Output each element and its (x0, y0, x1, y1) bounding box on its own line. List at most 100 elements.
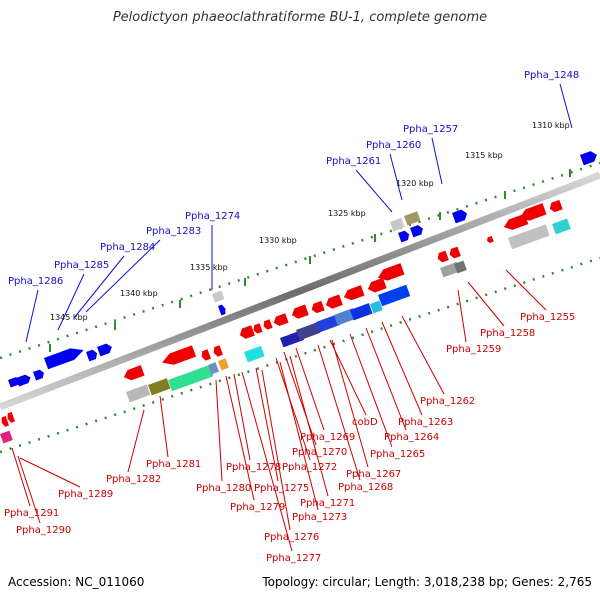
gene-features (0, 151, 597, 444)
gene-label-ppha-1255[interactable]: Ppha_1255 (520, 312, 575, 323)
leader-line-ppha-1280 (215, 379, 223, 482)
gene-label-ppha-1248[interactable]: Ppha_1248 (524, 70, 579, 81)
gene-label-ppha-1289[interactable]: Ppha_1289 (58, 489, 113, 500)
gene-label-ppha-1268[interactable]: Ppha_1268 (338, 482, 393, 493)
reverse-gene-arrow (123, 365, 145, 381)
gene-label-ppha-1270[interactable]: Ppha_1270 (292, 447, 347, 458)
label-leader-lines (11, 83, 573, 552)
gene-label-ppha-1272[interactable]: Ppha_1272 (282, 462, 337, 473)
gene-label-ppha-1280[interactable]: Ppha_1280 (196, 483, 251, 494)
gene-label-ppha-1260[interactable]: Ppha_1260 (366, 140, 421, 151)
feature-block (0, 430, 13, 444)
leader-line-ppha-1286 (25, 289, 39, 343)
reverse-gene-arrow (1, 415, 10, 427)
reverse-gene-arrow (162, 345, 197, 365)
gene-label-ppha-1259[interactable]: Ppha_1259 (446, 344, 501, 355)
leader-line-ppha-1269 (295, 347, 325, 431)
gene-label-cobd[interactable]: cobD (352, 417, 378, 428)
feature-block (148, 378, 171, 396)
reverse-gene-arrow (449, 246, 461, 259)
leader-line-ppha-1263 (381, 321, 423, 416)
leader-line-ppha-1248 (559, 83, 573, 129)
leader-line-cobd (329, 339, 367, 416)
feature-block (212, 290, 225, 303)
gene-label-ppha-1257[interactable]: Ppha_1257 (403, 124, 458, 135)
gene-label-ppha-1275[interactable]: Ppha_1275 (254, 483, 309, 494)
reverse-gene-arrow (367, 277, 387, 293)
gene-label-ppha-1279[interactable]: Ppha_1279 (230, 502, 285, 513)
feature-block (168, 364, 214, 392)
gene-label-ppha-1267[interactable]: Ppha_1267 (346, 469, 401, 480)
reverse-gene-arrow (487, 235, 494, 244)
gene-label-ppha-1281[interactable]: Ppha_1281 (146, 459, 201, 470)
kbp-label-1345-kbp: 1345 kbp (50, 313, 88, 322)
gene-labels: Ppha_1248 Ppha_1257 Ppha_1260 Ppha_1261 Ppha… (4, 70, 579, 564)
gene-label-ppha-1262[interactable]: Ppha_1262 (420, 396, 475, 407)
feature-block (243, 345, 265, 363)
leader-line-ppha-1276 (261, 369, 291, 531)
gene-label-ppha-1283[interactable]: Ppha_1283 (146, 226, 201, 237)
forward-gene-arrow (398, 230, 410, 243)
reverse-gene-arrow (201, 349, 211, 361)
gene-label-ppha-1282[interactable]: Ppha_1282 (106, 474, 161, 485)
reverse-gene-arrow (213, 345, 223, 357)
forward-gene-arrow (580, 151, 597, 166)
topology-text: Topology: circular; Length: 3,018,238 bp… (262, 575, 592, 589)
feature-block (125, 384, 151, 403)
gene-label-ppha-1271[interactable]: Ppha_1271 (300, 498, 355, 509)
reverse-gene-arrow (239, 325, 255, 339)
reverse-gene-arrow (520, 203, 547, 221)
gene-label-ppha-1261[interactable]: Ppha_1261 (326, 156, 381, 167)
feature-block (296, 322, 321, 341)
feature-block (507, 224, 550, 250)
kbp-label-1320-kbp: 1320 kbp (396, 179, 434, 188)
leader-line-ppha-1282 (127, 409, 145, 473)
gene-label-ppha-1269[interactable]: Ppha_1269 (300, 432, 355, 443)
gene-label-ppha-1265[interactable]: Ppha_1265 (370, 449, 425, 460)
forward-gene-arrow (44, 348, 84, 370)
gene-label-ppha-1278[interactable]: Ppha_1278 (226, 462, 281, 473)
gene-label-ppha-1274[interactable]: Ppha_1274 (185, 211, 240, 222)
leader-line-ppha-1290 (17, 455, 41, 524)
leader-line-ppha-1265 (349, 333, 393, 448)
gene-label-ppha-1263[interactable]: Ppha_1263 (398, 417, 453, 428)
leader-line-ppha-1255 (505, 269, 547, 311)
gene-label-ppha-1276[interactable]: Ppha_1276 (264, 532, 319, 543)
kbp-label-1330-kbp: 1330 kbp (259, 236, 297, 245)
leader-line-ppha-1270 (283, 351, 317, 446)
leader-line-ppha-1275 (255, 367, 279, 482)
feature-block (370, 300, 383, 314)
kbp-label-1325-kbp: 1325 kbp (328, 209, 366, 218)
gene-label-ppha-1264[interactable]: Ppha_1264 (384, 432, 439, 443)
gene-label-ppha-1290[interactable]: Ppha_1290 (16, 525, 71, 536)
leader-line-ppha-1281 (159, 395, 169, 458)
leader-line-ppha-1268 (317, 344, 361, 481)
leader-line-ppha-1271 (289, 355, 329, 497)
gene-label-ppha-1273[interactable]: Ppha_1273 (292, 512, 347, 523)
gene-label-ppha-1277[interactable]: Ppha_1277 (266, 553, 321, 564)
genome-backbone (0, 171, 600, 411)
leader-line-ppha-1279 (225, 375, 255, 501)
leader-line-ppha-1285 (57, 273, 85, 331)
gene-label-ppha-1291[interactable]: Ppha_1291 (4, 508, 59, 519)
leader-line-ppha-1261 (355, 169, 393, 213)
gene-label-ppha-1258[interactable]: Ppha_1258 (480, 328, 535, 339)
feature-block (350, 303, 373, 321)
gene-label-ppha-1284[interactable]: Ppha_1284 (100, 242, 155, 253)
reverse-gene-arrow (7, 411, 16, 423)
feature-block (390, 217, 405, 232)
gene-label-ppha-1286[interactable]: Ppha_1286 (8, 276, 63, 287)
leader-line-ppha-1260 (389, 153, 403, 201)
leader-line-ppha-1278 (233, 373, 251, 461)
forward-gene-arrow (86, 349, 98, 362)
kbp-label-1310-kbp: 1310 kbp (532, 121, 570, 130)
leader-line-ppha-1267 (331, 339, 369, 468)
leader-line-ppha-1258 (467, 281, 505, 327)
leader-line-ppha-1273 (279, 361, 319, 511)
kbp-label-1315-kbp: 1315 kbp (465, 151, 503, 160)
reverse-gene-arrow (263, 319, 273, 330)
forward-gene-arrow (452, 209, 468, 224)
gene-label-ppha-1285[interactable]: Ppha_1285 (54, 260, 109, 271)
kbp-ticks (49, 169, 571, 352)
